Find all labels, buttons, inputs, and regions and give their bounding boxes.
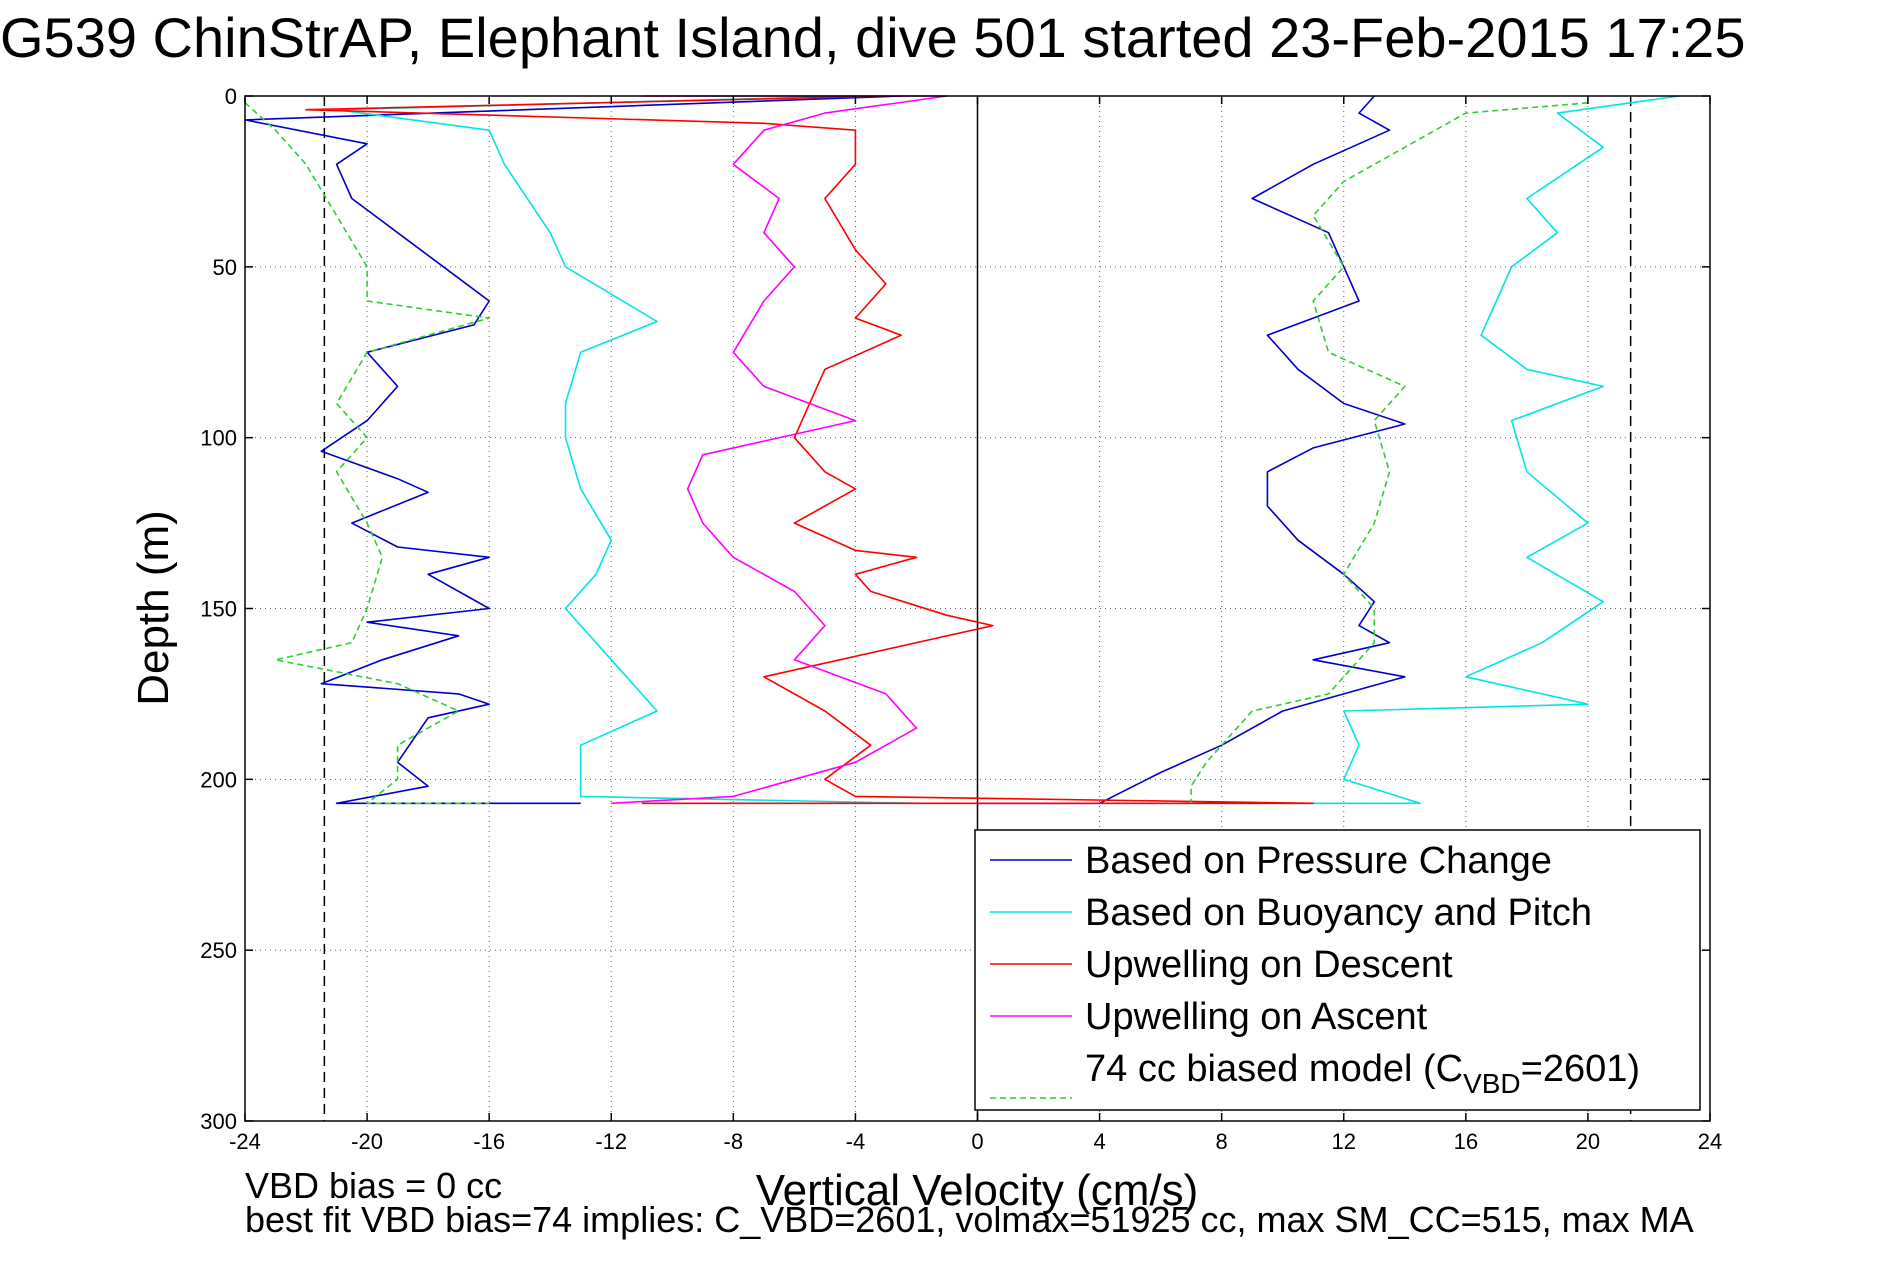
series-line xyxy=(335,95,917,805)
footer-vbd-bias: VBD bias = 0 cc xyxy=(245,1165,503,1206)
legend-subscript: VBD xyxy=(1463,1068,1521,1099)
series-line xyxy=(611,95,948,805)
y-tick-label: 300 xyxy=(200,1109,237,1134)
x-tick-label: -24 xyxy=(229,1129,261,1154)
x-tick-label: -8 xyxy=(724,1129,744,1154)
y-axis-label: Depth (m) xyxy=(129,510,178,706)
x-tick-label: -16 xyxy=(473,1129,505,1154)
x-tick-label: 0 xyxy=(971,1129,983,1154)
x-tick-label: 20 xyxy=(1576,1129,1600,1154)
x-axis-ticks: -24 -20 -16 -12 -8 -4 0 4 8 12 16 20 24 xyxy=(229,96,1722,1154)
footer-best-fit: best fit VBD bias=74 implies: C_VBD=2601… xyxy=(245,1199,1694,1240)
y-tick-label: 100 xyxy=(200,426,237,451)
legend-label: Based on Pressure Change xyxy=(1085,840,1552,882)
legend-suffix: =2601) xyxy=(1521,1048,1640,1090)
legend-box xyxy=(974,829,1701,1111)
legend-items: Based on Pressure Change Based on Buoyanc… xyxy=(990,840,1640,1099)
x-tick-label: -20 xyxy=(351,1129,383,1154)
series-layer xyxy=(244,95,1680,805)
series-line xyxy=(244,102,491,805)
series-line xyxy=(305,95,1314,805)
y-tick-label: 150 xyxy=(200,597,237,622)
legend: Based on Pressure Change Based on Buoyanc… xyxy=(974,829,1701,1111)
x-tick-label: 24 xyxy=(1698,1129,1722,1154)
series-line xyxy=(977,95,1406,805)
series-line xyxy=(1160,95,1680,805)
x-tick-label: 4 xyxy=(1093,1129,1105,1154)
legend-label: Upwelling on Descent xyxy=(1085,944,1453,986)
y-tick-label: 200 xyxy=(200,767,237,792)
x-tick-label: 16 xyxy=(1454,1129,1478,1154)
series-line xyxy=(1190,102,1588,804)
y-tick-label: 250 xyxy=(200,938,237,963)
y-tick-label: 0 xyxy=(225,84,237,109)
x-tick-label: 8 xyxy=(1216,1129,1228,1154)
legend-label: Based on Buoyancy and Pitch xyxy=(1085,892,1592,934)
y-axis-ticks: 0 50 100 150 200 250 300 xyxy=(200,84,1710,1134)
series-line xyxy=(244,95,902,805)
grid-layer xyxy=(245,96,1710,1121)
legend-label: Upwelling on Ascent xyxy=(1085,996,1428,1038)
chart-title: G539 ChinStrAP, Elephant Island, dive 50… xyxy=(0,6,1746,69)
x-tick-label: -4 xyxy=(846,1129,866,1154)
y-tick-label: 50 xyxy=(213,255,237,280)
x-tick-label: 12 xyxy=(1332,1129,1356,1154)
x-axis-label: Vertical Velocity (cm/s) xyxy=(756,1166,1199,1215)
x-tick-label: -12 xyxy=(595,1129,627,1154)
